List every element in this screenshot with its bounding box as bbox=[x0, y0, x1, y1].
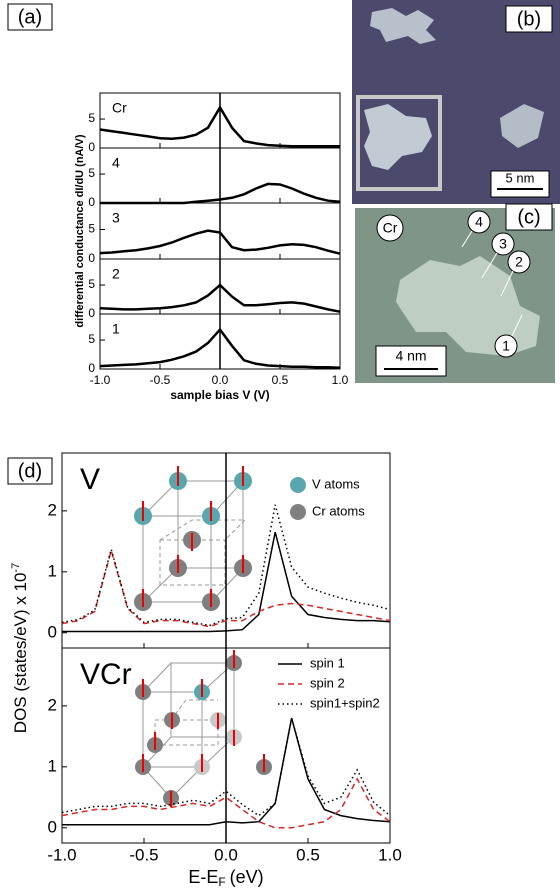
marker-circle bbox=[376, 214, 404, 242]
data-line bbox=[61, 777, 391, 829]
y-tick-label: 2 bbox=[48, 695, 57, 714]
legend-label: spin1+spin2 bbox=[310, 695, 380, 710]
y-tick-label: 0 bbox=[88, 195, 95, 209]
crystal-vcr-atoms bbox=[135, 650, 272, 807]
y-tick-label: 5 bbox=[88, 166, 95, 180]
pointer bbox=[500, 270, 514, 297]
legend-label: spin 2 bbox=[310, 675, 345, 690]
x-axis-label: E-EF (eV) bbox=[188, 867, 263, 889]
zoom-box bbox=[356, 95, 442, 191]
island bbox=[370, 8, 436, 44]
legend-marker bbox=[290, 477, 306, 493]
y-tick-label: 0 bbox=[88, 361, 95, 375]
data-line bbox=[99, 283, 341, 313]
y-tick-label: 2 bbox=[48, 500, 57, 519]
stm-image-c: (c) Cr 4 3 2 1 4 nm bbox=[355, 203, 555, 383]
y-tick-label: 0 bbox=[48, 622, 57, 641]
subplot-title: VCr bbox=[80, 658, 132, 691]
marker-circle bbox=[507, 250, 531, 274]
marker-label: 4 bbox=[475, 214, 483, 230]
marker-label: 1 bbox=[502, 338, 510, 354]
x-tick-label: 0.5 bbox=[272, 373, 289, 387]
island bbox=[364, 104, 432, 170]
x-axis-label-sub: F bbox=[218, 875, 225, 889]
y-axis-label: differential conductance dI/dU (nA/V) bbox=[74, 134, 86, 327]
x-tick-label: 0.0 bbox=[214, 845, 238, 864]
x-tick-label: -1.0 bbox=[90, 373, 111, 387]
panel-label: (d) bbox=[18, 460, 42, 482]
y-tick-label: 5 bbox=[88, 222, 95, 236]
y-tick-label: 5 bbox=[88, 277, 95, 291]
label-box bbox=[505, 5, 553, 33]
y-tick-label: 5 bbox=[88, 332, 95, 346]
crystal-v-atoms bbox=[134, 466, 252, 611]
y-tick-label: 0 bbox=[88, 306, 95, 320]
panel-label: (b) bbox=[517, 8, 541, 30]
subplot-title: V bbox=[80, 463, 100, 496]
y-tick-label: 0 bbox=[88, 251, 95, 265]
subplot-title: 4 bbox=[112, 155, 120, 171]
legend-marker bbox=[290, 504, 306, 520]
island bbox=[396, 256, 540, 356]
legend-label: V atoms bbox=[312, 476, 360, 491]
y-tick-label: 5 bbox=[88, 111, 95, 125]
marker-circle bbox=[494, 334, 518, 358]
stm-image-b: (b) 5 nm bbox=[352, 0, 560, 204]
subplot-title: 1 bbox=[112, 321, 120, 337]
pointer bbox=[461, 230, 473, 248]
scale-bar-box bbox=[375, 345, 447, 377]
x-tick-label: 1.0 bbox=[332, 373, 349, 387]
y-tick-label: 0 bbox=[88, 140, 95, 154]
data-line bbox=[61, 717, 391, 817]
label-box bbox=[7, 457, 53, 485]
pointer bbox=[511, 314, 523, 337]
scale-bar-label: 5 nm bbox=[506, 170, 535, 185]
x-axis-label: sample bias V (V) bbox=[170, 388, 269, 402]
data-line bbox=[62, 532, 391, 633]
data-line bbox=[99, 105, 340, 148]
x-tick-label: -0.5 bbox=[129, 845, 158, 864]
subplot-title: Cr bbox=[112, 100, 127, 116]
x-tick-label: -1.0 bbox=[47, 845, 76, 864]
legend-label: spin 1 bbox=[310, 655, 345, 670]
scale-bar-box bbox=[490, 170, 550, 198]
spin-arrows bbox=[142, 466, 244, 607]
marker-label: 2 bbox=[515, 254, 523, 270]
y-tick-label: 1 bbox=[48, 561, 57, 580]
island bbox=[500, 104, 544, 148]
x-tick-label: -0.5 bbox=[150, 373, 171, 387]
marker-circle bbox=[491, 232, 515, 256]
x-tick-label: 0.5 bbox=[296, 845, 320, 864]
x-axis-label-part: (eV) bbox=[230, 867, 264, 887]
x-tick-label: 0.0 bbox=[212, 373, 229, 387]
marker-circle bbox=[467, 210, 491, 234]
label-box bbox=[505, 203, 553, 231]
x-tick-label: 1.0 bbox=[378, 845, 402, 864]
cell-edges bbox=[142, 662, 235, 799]
scale-bar-label: 4 nm bbox=[395, 348, 426, 364]
marker-label: 3 bbox=[499, 236, 507, 252]
pointer bbox=[481, 252, 498, 279]
label-box bbox=[7, 3, 53, 31]
spin-arrows bbox=[142, 650, 265, 807]
y-axis-label-sup: -7 bbox=[10, 563, 22, 573]
subplot-title: 2 bbox=[112, 266, 120, 282]
panel-label: (c) bbox=[517, 206, 540, 228]
marker-label: Cr bbox=[383, 220, 398, 236]
data-line bbox=[99, 327, 341, 370]
y-tick-label: 1 bbox=[48, 756, 57, 775]
crystal-vcr bbox=[142, 662, 235, 799]
data-line bbox=[99, 229, 341, 255]
subplot-title: 3 bbox=[112, 210, 120, 226]
data-line bbox=[61, 547, 391, 628]
y-tick-label: 0 bbox=[48, 817, 57, 836]
legend-label: Cr atoms bbox=[312, 503, 365, 518]
panel-label: (a) bbox=[18, 6, 42, 28]
y-axis-label: DOS (states/eV) x 10-7 bbox=[10, 563, 31, 733]
x-axis-label-part: E-E bbox=[188, 867, 218, 887]
y-axis-label-part: DOS (states/eV) x 10 bbox=[11, 573, 30, 734]
